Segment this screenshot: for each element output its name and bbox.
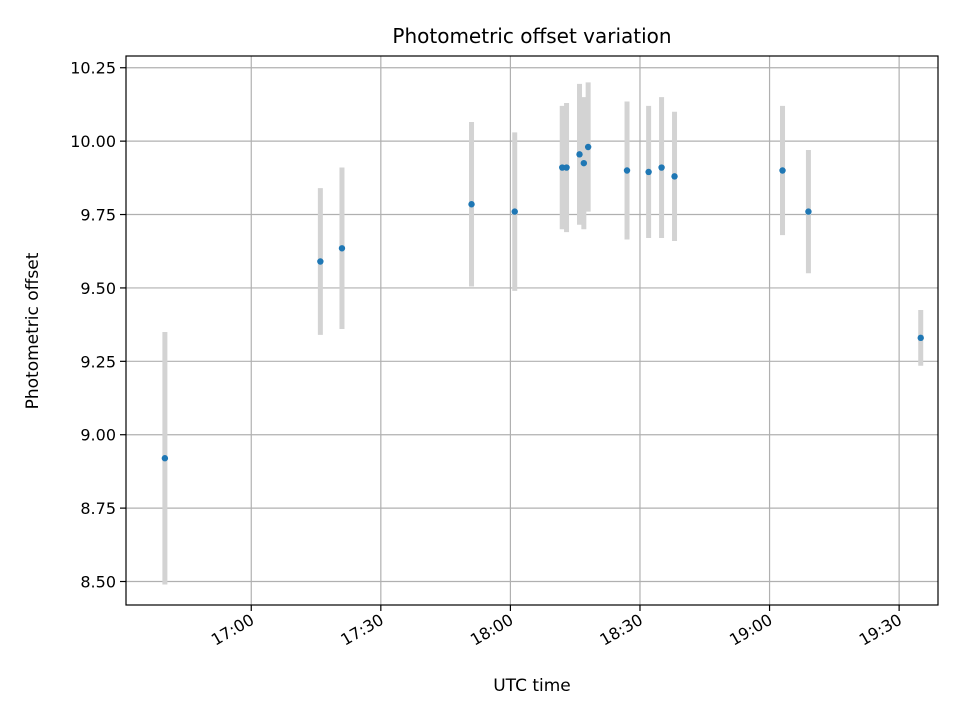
data-point xyxy=(576,151,583,158)
data-point xyxy=(511,208,518,215)
data-point xyxy=(563,164,570,171)
chart-title: Photometric offset variation xyxy=(392,24,671,48)
y-tick-label: 9.75 xyxy=(80,206,116,225)
data-point xyxy=(317,258,324,265)
y-tick-label: 9.25 xyxy=(80,352,116,371)
y-tick-label: 8.50 xyxy=(80,573,116,592)
grid xyxy=(126,56,938,605)
data-point xyxy=(468,201,475,208)
data-point xyxy=(658,164,665,171)
data-point xyxy=(779,167,786,174)
y-axis-label: Photometric offset xyxy=(23,252,43,409)
y-tick-label: 9.00 xyxy=(80,426,116,445)
x-axis-label: UTC time xyxy=(493,676,571,696)
data-point xyxy=(161,455,169,462)
data-point xyxy=(917,334,924,342)
data-point xyxy=(623,167,631,174)
data-point xyxy=(580,159,588,167)
data-point xyxy=(584,143,592,151)
data-points xyxy=(161,143,924,462)
y-tick-label: 9.50 xyxy=(80,279,116,298)
y-tick-label: 10.00 xyxy=(70,132,116,151)
data-point xyxy=(671,173,678,180)
y-tick-label: 10.25 xyxy=(70,59,116,78)
data-point xyxy=(645,168,652,176)
plot-frame xyxy=(125,55,939,606)
y-tick-label: 8.75 xyxy=(80,499,116,518)
y-axis-ticks: 8.50 8.75 9.00 9.25 9.50 9.75 10.00 10.25 xyxy=(70,59,126,592)
data-point xyxy=(805,208,812,215)
data-point xyxy=(338,245,346,252)
